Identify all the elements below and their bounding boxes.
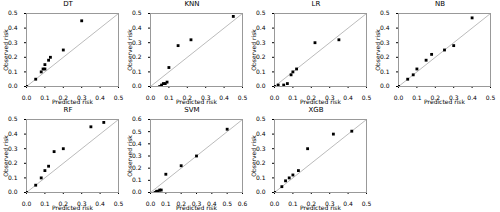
svg-text:0.5: 0.5 <box>114 94 124 101</box>
svg-text:0.1: 0.1 <box>132 176 142 183</box>
html-text:SVM: SVM <box>184 106 200 114</box>
svg-text:0.5: 0.5 <box>362 94 372 101</box>
svg-text:0.4: 0.4 <box>95 200 105 207</box>
svg-text:0.1: 0.1 <box>164 94 174 101</box>
svg-text:0.0: 0.0 <box>270 200 280 207</box>
svg-text:0.5: 0.5 <box>256 115 266 122</box>
svg-text:Predicted risk: Predicted risk <box>424 98 465 105</box>
svg-text:0.4: 0.4 <box>467 94 477 101</box>
svg-text:0.1: 0.1 <box>412 94 422 101</box>
svg-text:0.4: 0.4 <box>8 130 18 137</box>
svg-text:0.1: 0.1 <box>40 200 50 207</box>
svg-text:0.5: 0.5 <box>222 200 232 207</box>
svg-text:0.1: 0.1 <box>288 94 298 101</box>
svg-text:0.1: 0.1 <box>288 200 298 207</box>
svg-text:0.4: 0.4 <box>219 94 229 101</box>
svg-text:Observed risk: Observed risk <box>250 29 257 71</box>
svg-text:0.5: 0.5 <box>8 115 18 122</box>
svg-text:Observed risk: Observed risk <box>374 29 381 71</box>
svg-text:0.0: 0.0 <box>394 94 404 101</box>
svg-text:0.5: 0.5 <box>132 9 142 16</box>
svg-text:0.2: 0.2 <box>256 159 266 166</box>
svg-text:0.3: 0.3 <box>132 152 142 159</box>
svg-text:0.0: 0.0 <box>270 94 280 101</box>
svg-text:0.1: 0.1 <box>8 174 18 181</box>
html-text:DT: DT <box>63 0 73 8</box>
svg-text:Observed risk: Observed risk <box>126 135 133 177</box>
svg-text:0.0: 0.0 <box>22 94 32 101</box>
html-text:RF: RF <box>63 106 73 114</box>
svg-text:Observed risk: Observed risk <box>2 135 9 177</box>
svg-text:Predicted risk: Predicted risk <box>52 98 93 105</box>
svg-text:0.4: 0.4 <box>380 24 390 31</box>
svg-text:0.2: 0.2 <box>8 53 18 60</box>
svg-text:0.5: 0.5 <box>132 128 142 135</box>
svg-text:0.3: 0.3 <box>380 39 390 46</box>
svg-text:0.6: 0.6 <box>132 115 142 122</box>
svg-text:Predicted risk: Predicted risk <box>52 204 93 211</box>
svg-text:0.3: 0.3 <box>256 145 266 152</box>
svg-text:Observed risk: Observed risk <box>2 29 9 71</box>
svg-text:Predicted risk: Predicted risk <box>176 204 217 211</box>
svg-text:0.4: 0.4 <box>132 24 142 31</box>
svg-text:0.2: 0.2 <box>8 159 18 166</box>
svg-text:0.1: 0.1 <box>8 68 18 75</box>
svg-text:0.4: 0.4 <box>256 24 266 31</box>
svg-text:Observed risk: Observed risk <box>126 29 133 71</box>
svg-text:Observed risk: Observed risk <box>250 135 257 177</box>
svg-text:0.5: 0.5 <box>238 94 248 101</box>
svg-text:0.2: 0.2 <box>380 53 390 60</box>
svg-text:0.5: 0.5 <box>8 9 18 16</box>
svg-text:0.3: 0.3 <box>256 39 266 46</box>
svg-text:0.6: 0.6 <box>238 200 248 207</box>
svg-text:0.1: 0.1 <box>256 174 266 181</box>
svg-text:Predicted risk: Predicted risk <box>300 204 341 211</box>
svg-text:0.0: 0.0 <box>8 82 18 89</box>
svg-text:0.5: 0.5 <box>362 200 372 207</box>
svg-text:0.5: 0.5 <box>114 200 124 207</box>
svg-text:0.0: 0.0 <box>132 188 142 195</box>
svg-text:0.0: 0.0 <box>380 82 390 89</box>
svg-text:0.1: 0.1 <box>380 68 390 75</box>
html-text:KNN: KNN <box>184 0 200 8</box>
svg-text:0.4: 0.4 <box>95 94 105 101</box>
svg-text:Predicted risk: Predicted risk <box>176 98 217 105</box>
svg-text:0.0: 0.0 <box>22 200 32 207</box>
html-text:NB: NB <box>435 0 445 8</box>
svg-text:0.4: 0.4 <box>8 24 18 31</box>
html-text:XGB: XGB <box>308 106 324 114</box>
svg-text:0.3: 0.3 <box>8 145 18 152</box>
svg-text:0.4: 0.4 <box>343 94 353 101</box>
svg-text:0.4: 0.4 <box>343 200 353 207</box>
svg-text:0.0: 0.0 <box>146 200 156 207</box>
svg-text:0.0: 0.0 <box>256 188 266 195</box>
svg-text:0.5: 0.5 <box>256 9 266 16</box>
svg-text:0.4: 0.4 <box>132 140 142 147</box>
html-text:LR: LR <box>311 0 321 8</box>
svg-text:0.1: 0.1 <box>132 68 142 75</box>
svg-text:0.5: 0.5 <box>380 9 390 16</box>
svg-text:0.3: 0.3 <box>132 39 142 46</box>
svg-text:0.1: 0.1 <box>161 200 171 207</box>
svg-text:0.3: 0.3 <box>8 39 18 46</box>
svg-text:0.0: 0.0 <box>132 82 142 89</box>
svg-text:0.4: 0.4 <box>256 130 266 137</box>
svg-text:0.2: 0.2 <box>132 164 142 171</box>
svg-text:0.0: 0.0 <box>256 82 266 89</box>
svg-text:0.1: 0.1 <box>256 68 266 75</box>
svg-text:0.2: 0.2 <box>256 53 266 60</box>
svg-text:Predicted risk: Predicted risk <box>300 98 341 105</box>
svg-text:0.2: 0.2 <box>132 53 142 60</box>
svg-text:0.0: 0.0 <box>8 188 18 195</box>
svg-text:0.1: 0.1 <box>40 94 50 101</box>
svg-text:0.5: 0.5 <box>486 94 496 101</box>
svg-text:0.0: 0.0 <box>146 94 156 101</box>
